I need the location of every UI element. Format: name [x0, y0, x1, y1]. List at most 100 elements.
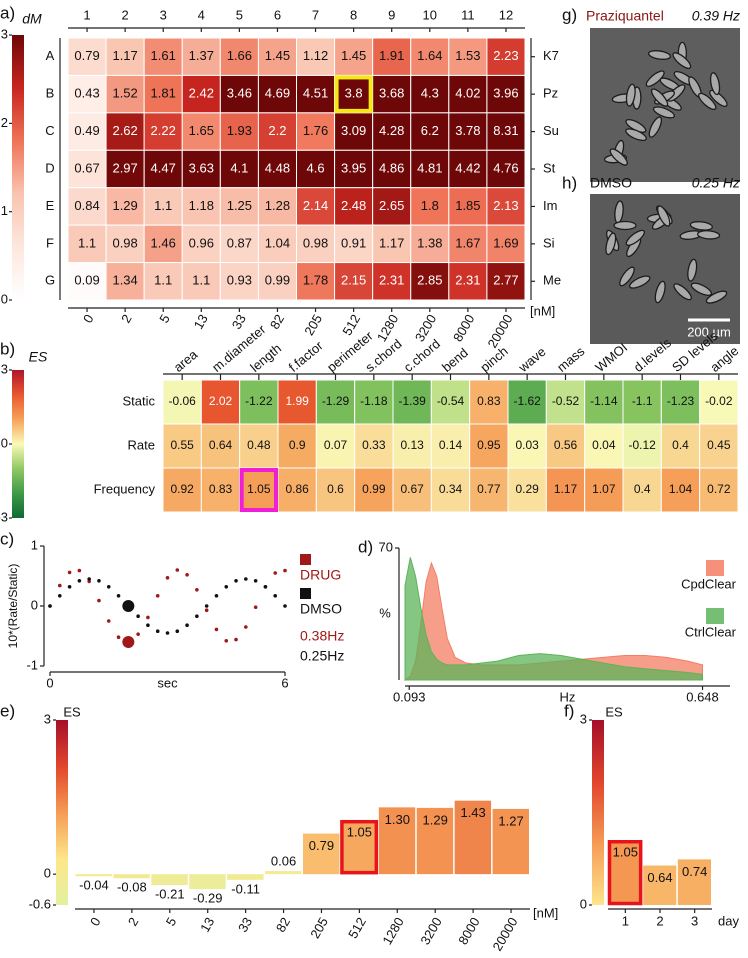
cell-value: 0.98 — [303, 235, 328, 250]
right-label: Si — [543, 235, 555, 250]
colorbar-tick-label: 0 — [1, 291, 8, 306]
worm — [696, 230, 721, 240]
worm — [709, 72, 721, 96]
data-point — [283, 568, 287, 573]
value-label: 0.74 — [682, 864, 707, 879]
cell-value: 2.2 — [268, 123, 286, 138]
cell-value: -1.18 — [360, 394, 388, 408]
cell-value: 2.85 — [417, 273, 442, 288]
heatmap-cell — [448, 74, 488, 114]
y-tick-label: 3 — [580, 711, 587, 726]
cell-value: 3.68 — [379, 86, 404, 101]
column-label: WMOI — [592, 340, 630, 375]
data-point — [136, 632, 140, 636]
cell-value: 0.83 — [209, 482, 233, 496]
bar — [189, 874, 226, 890]
column-label: 11 — [461, 7, 475, 22]
x-tick-label: 512 — [345, 915, 369, 941]
cell-value: 1.67 — [455, 235, 480, 250]
column-label: 8 — [350, 7, 357, 22]
x-tick-label: 3200 — [417, 915, 444, 948]
column-label: bend — [439, 345, 471, 375]
cell-value: 8.31 — [493, 123, 518, 138]
data-point — [136, 614, 140, 618]
image-rate: 0.39 Hz — [692, 8, 740, 24]
worm — [687, 258, 698, 282]
heatmap-cell — [277, 379, 317, 425]
x-tick-label: 1280 — [379, 915, 406, 948]
cell-value: 0.64 — [209, 438, 233, 452]
heatmap-cell — [410, 37, 450, 76]
value-label: 1.30 — [385, 812, 410, 827]
cell-value: -0.06 — [168, 394, 196, 408]
cell-value: 0.93 — [227, 273, 252, 288]
cell-value: -0.54 — [437, 394, 465, 408]
data-point — [244, 577, 248, 581]
data-point — [224, 585, 229, 589]
heatmap-cell — [219, 74, 259, 114]
heatmap-cell — [354, 423, 394, 469]
data-point — [57, 594, 62, 598]
colorbar-label: ES — [29, 349, 48, 365]
highlight-box — [334, 75, 373, 113]
column-label: angle — [707, 343, 741, 375]
cell-value: 1.25 — [227, 198, 252, 213]
panel-label: a) — [0, 3, 15, 22]
heatmap-cell — [392, 379, 432, 425]
cell-value: 2.23 — [493, 48, 518, 63]
density-area — [404, 557, 704, 681]
y-tick-label: 0 — [580, 896, 587, 911]
cell-value: 2.31 — [379, 273, 404, 288]
right-label: Me — [543, 273, 561, 288]
cell-value: 1.34 — [112, 273, 137, 288]
worm — [654, 280, 666, 304]
cell-value: 4.86 — [379, 160, 404, 175]
heatmap-cell — [257, 224, 297, 264]
data-point — [77, 579, 82, 583]
image-title: DMSO — [590, 175, 632, 191]
cell-value: 3.8 — [345, 86, 363, 101]
cell-value: -1.1 — [632, 394, 653, 408]
heatmap-cell — [315, 423, 356, 469]
data-point — [283, 604, 287, 608]
colorbar-tick-label: -3 — [0, 509, 8, 524]
highlight-box — [340, 819, 379, 875]
cell-value: 0.91 — [341, 235, 366, 250]
cell-value: -1.62 — [513, 394, 541, 408]
heatmap-cell — [372, 262, 412, 301]
heatmap-cell — [507, 379, 547, 425]
cell-value: 0.83 — [477, 394, 501, 408]
value-label: 1.05 — [347, 825, 372, 840]
heatmap-cell — [507, 467, 547, 513]
cell-value: 6.2 — [421, 123, 439, 138]
heatmap-cell — [296, 37, 336, 76]
cell-value: 4.28 — [379, 123, 404, 138]
heatmap-cell — [486, 37, 526, 76]
column-label: area — [171, 346, 201, 375]
x-tick-label: 2 — [125, 915, 142, 929]
x-tick-label: 8000 — [455, 915, 482, 948]
cell-value: -1.14 — [590, 394, 618, 408]
y-tick-label: 0 — [44, 866, 51, 881]
heatmap-cell — [699, 467, 739, 513]
cell-value: 1.61 — [151, 48, 176, 63]
x-tick-label: 33 — [235, 915, 255, 935]
worm — [690, 282, 713, 296]
heatmap-cell — [372, 149, 412, 189]
cell-value: 1.65 — [189, 123, 214, 138]
heatmap-cell — [334, 187, 374, 226]
cell-value: 0.92 — [170, 482, 194, 496]
frequency-label: 0.38Hz — [300, 628, 344, 644]
cell-value: -1.39 — [398, 394, 426, 408]
cell-value: 0.6 — [327, 482, 344, 496]
bottom-label: 13 — [191, 312, 211, 332]
legend-label: CpdClear — [681, 576, 737, 591]
heatmap-cell — [448, 187, 488, 226]
heatmap-cell — [486, 224, 526, 264]
cell-value: 0.96 — [189, 235, 214, 250]
data-point — [185, 623, 189, 627]
heatmap-cell — [143, 224, 183, 264]
cell-value: 0.99 — [362, 482, 386, 496]
heatmap-cell — [181, 262, 221, 301]
